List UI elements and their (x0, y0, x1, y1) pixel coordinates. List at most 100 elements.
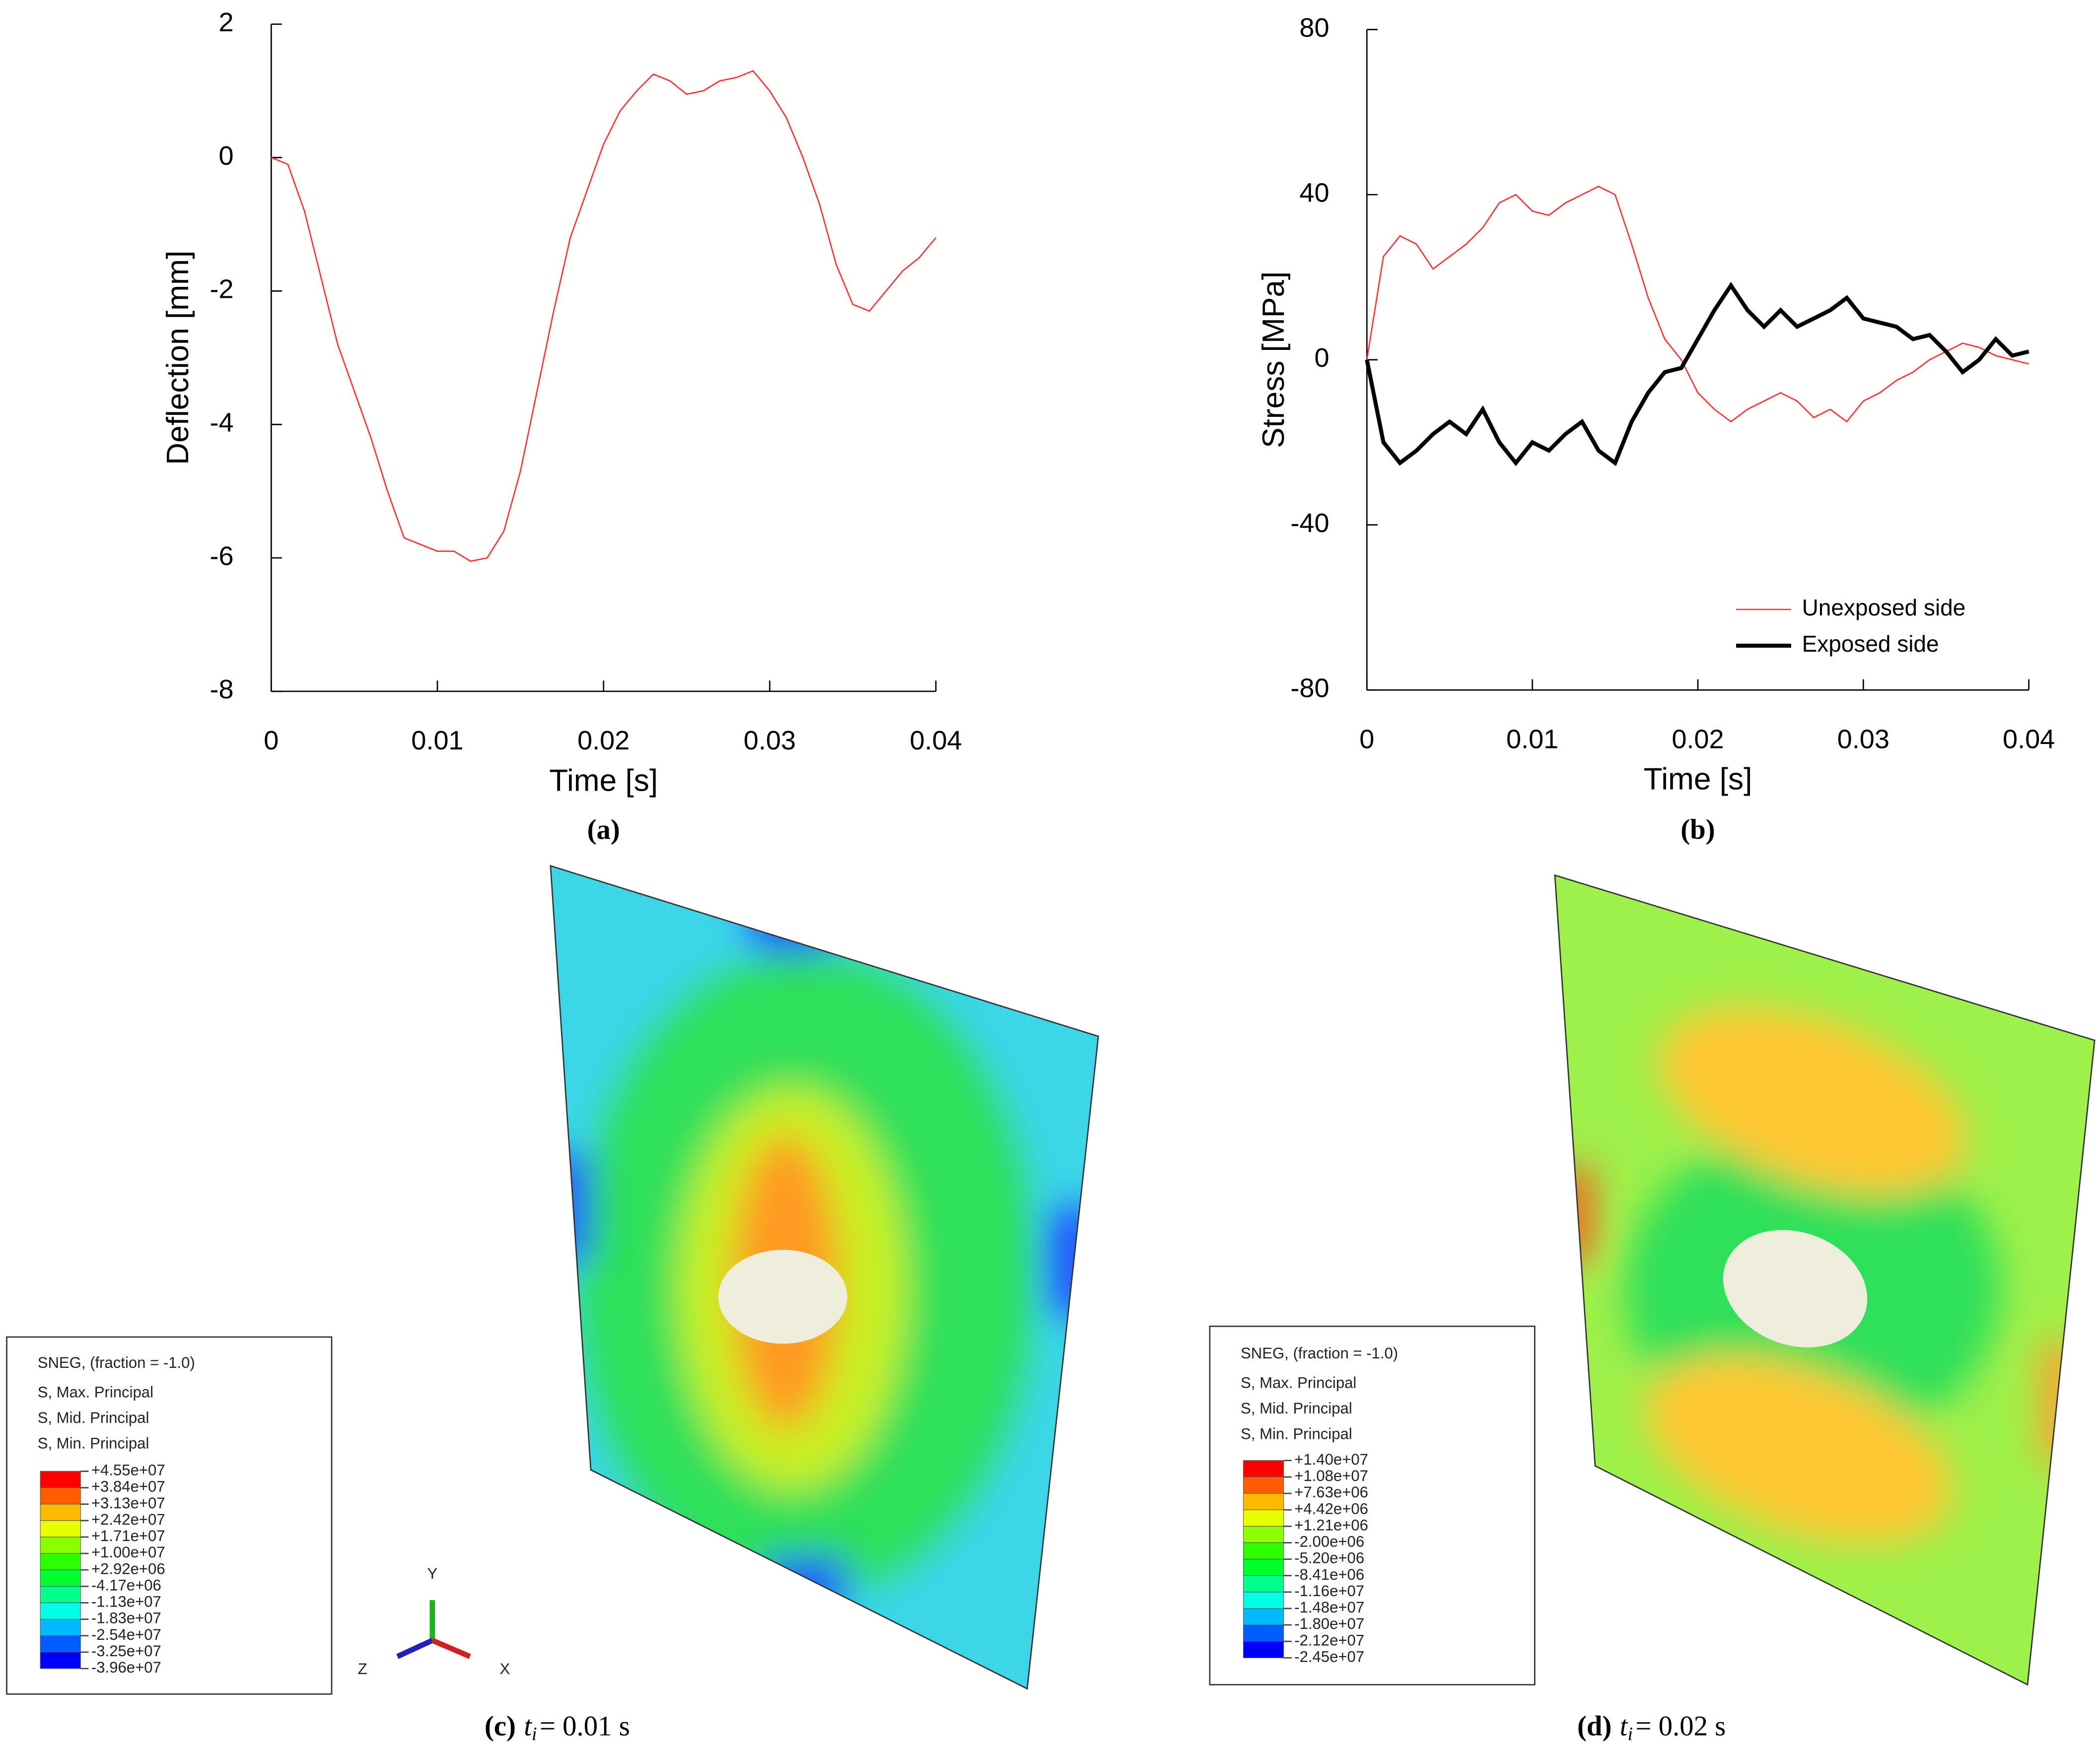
x-tick-label: 0.01 (411, 726, 463, 755)
contour-level-label: +4.55e+07 (91, 1462, 165, 1479)
contour-color-band (1243, 1558, 1284, 1576)
x-tick-label: 0.01 (1506, 724, 1558, 754)
contour-color-band (1243, 1526, 1284, 1543)
contour-level-label: +1.08e+07 (1294, 1467, 1368, 1484)
panel-caption: (b) (1680, 814, 1715, 845)
contour-color-band (1243, 1624, 1284, 1642)
contour-color-band (1243, 1608, 1284, 1625)
contour-legend-header: S, Mid. Principal (1241, 1400, 1352, 1417)
contour-level-label: +2.92e+06 (91, 1560, 165, 1577)
contour-level-label: -2.00e+06 (1294, 1533, 1364, 1550)
caption-part: i (1627, 1724, 1633, 1745)
contour-plot-d (1554, 874, 2096, 1686)
contour-level-label: +7.63e+06 (1294, 1483, 1368, 1501)
caption-part: i (532, 1724, 537, 1745)
contour-level-label: +1.71e+07 (91, 1527, 165, 1545)
triad-label: Z (358, 1660, 367, 1678)
contour-legend-header: S, Mid. Principal (38, 1409, 149, 1426)
contour-level-label: -3.96e+07 (91, 1659, 161, 1676)
contour-level-label: -2.54e+07 (91, 1626, 161, 1643)
contour-level-label: -1.83e+07 (91, 1610, 161, 1627)
contour-color-band (1243, 1542, 1284, 1560)
panel-caption: (a) (587, 814, 620, 845)
triad-label: Y (427, 1565, 438, 1582)
contour-color-band (40, 1520, 81, 1538)
contour-level-label: +1.00e+07 (91, 1544, 165, 1561)
y-tick-label: -8 (210, 674, 234, 704)
contour-level-label: +1.21e+06 (1294, 1516, 1368, 1534)
y-tick-label: -80 (1290, 673, 1329, 703)
y-tick-label: -4 (210, 408, 234, 438)
contour-color-band (40, 1602, 81, 1620)
y-tick-label: 80 (1299, 13, 1329, 43)
contour-level-label: -2.45e+07 (1294, 1648, 1364, 1666)
caption-part: = 0.02 s (1635, 1711, 1726, 1742)
panel-caption: (d) ti = 0.02 s (1577, 1711, 1726, 1745)
contour-level-label: +1.40e+07 (1294, 1451, 1368, 1468)
contour-color-band (40, 1569, 81, 1587)
contour-color-band (40, 1586, 81, 1603)
contour-color-band (1243, 1509, 1284, 1527)
contour-color-band (1243, 1493, 1284, 1510)
legend-label: Exposed side (1802, 631, 1939, 657)
contour-plot-c (396, 865, 1099, 1690)
x-tick-label: 0.04 (2003, 724, 2055, 754)
y-tick-label: 40 (1299, 178, 1329, 207)
contour-legend-header: SNEG, (fraction = -1.0) (38, 1354, 195, 1371)
y-tick-label: -40 (1290, 508, 1329, 538)
contour-level-label: -3.25e+07 (91, 1642, 161, 1660)
caption-part: (c) (485, 1711, 516, 1742)
contour-level-label: -1.80e+07 (1294, 1615, 1364, 1632)
contour-level-label: +3.84e+07 (91, 1478, 165, 1495)
contour-color-band (40, 1504, 81, 1521)
contour-color-band (1243, 1575, 1284, 1593)
y-axis-title: Deflection [mm] (161, 251, 195, 465)
contour-legend-header: S, Max. Principal (38, 1384, 153, 1401)
x-tick-label: 0.03 (1837, 724, 1890, 754)
line-series (271, 70, 937, 562)
y-tick-label: -6 (210, 541, 234, 571)
contour-legend-header: S, Min. Principal (38, 1434, 149, 1452)
contour-level-label: +4.42e+06 (1294, 1500, 1368, 1517)
x-axis-title: Time [s] (1644, 762, 1752, 797)
contour-color-band (40, 1537, 81, 1554)
panel-caption: (c) ti = 0.01 s (485, 1711, 630, 1745)
caption-part: (d) (1577, 1711, 1611, 1742)
contour-level-label: +2.42e+07 (91, 1511, 165, 1528)
contour-level-label: -2.12e+07 (1294, 1631, 1364, 1649)
contour-color-band (1243, 1477, 1284, 1494)
x-tick-label: 0.03 (744, 726, 796, 755)
contour-level-label: -8.41e+06 (1294, 1566, 1364, 1583)
y-tick-label: 0 (219, 141, 234, 171)
y-axis-title: Stress [MPa] (1257, 271, 1291, 448)
triad-label: X (500, 1660, 510, 1678)
contour-color-band (1243, 1460, 1284, 1478)
contour-legend-header: S, Max. Principal (1241, 1374, 1356, 1392)
contour-level-label: -4.17e+06 (91, 1576, 161, 1594)
x-tick-label: 0 (1359, 724, 1374, 754)
contour-color-band (40, 1471, 81, 1488)
contour-color-band (40, 1635, 81, 1653)
contour-level-label: -1.16e+07 (1294, 1582, 1364, 1600)
contour-color-band (1243, 1641, 1284, 1658)
contour-legend-header: SNEG, (fraction = -1.0) (1241, 1345, 1398, 1362)
contour-color-band (40, 1487, 81, 1505)
caption-part: t (524, 1711, 532, 1742)
x-tick-label: 0.02 (1672, 724, 1724, 754)
x-tick-label: 0 (264, 726, 279, 755)
contour-color-band (40, 1553, 81, 1570)
x-axis-title: Time [s] (549, 763, 658, 798)
legend-label: Unexposed side (1802, 595, 1966, 620)
contour-legend-header: S, Min. Principal (1241, 1425, 1352, 1443)
line-series (1365, 281, 2030, 467)
y-tick-label: -2 (210, 274, 234, 304)
y-tick-label: 0 (1314, 343, 1329, 373)
contour-level-label: -1.13e+07 (91, 1593, 161, 1611)
caption-part: t (1620, 1711, 1628, 1742)
line-series (1366, 186, 2029, 423)
y-tick-label: 2 (219, 7, 234, 37)
caption-part: = 0.01 s (540, 1711, 630, 1742)
contour-color-band (1243, 1592, 1284, 1609)
contour-color-band (40, 1652, 81, 1669)
